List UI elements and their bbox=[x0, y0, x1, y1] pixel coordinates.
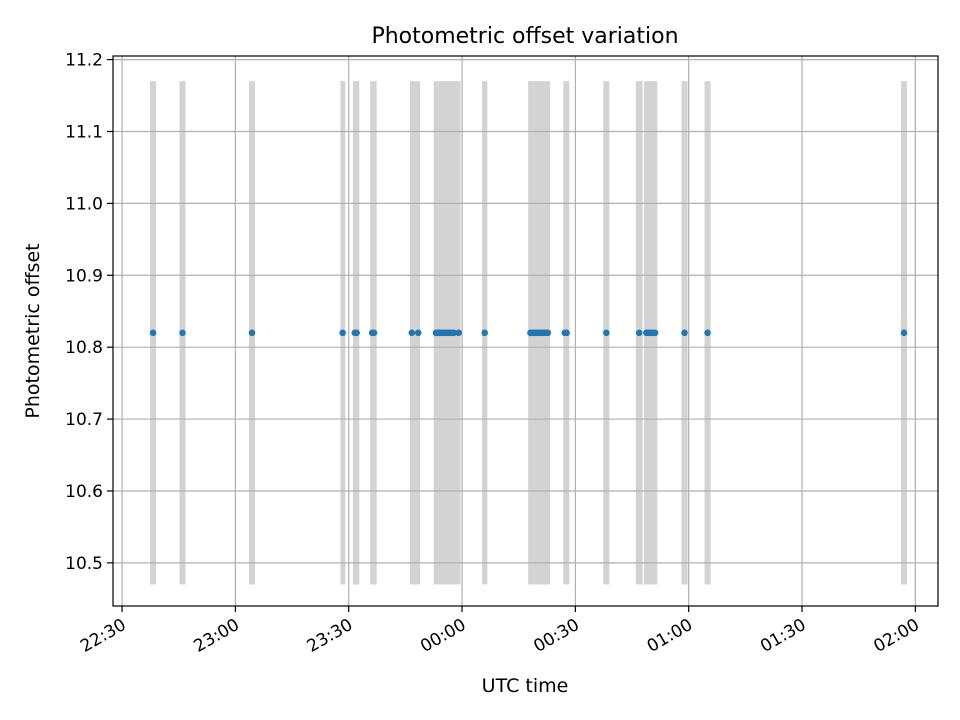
y-tick-label: 11.2 bbox=[65, 51, 103, 71]
y-ticks: 10.5 10.6 10.7 10.8 10.9 11.0 11.1 11.2 bbox=[65, 51, 113, 574]
grid-layer bbox=[113, 56, 938, 606]
data-point bbox=[179, 329, 186, 337]
y-tick-label: 10.6 bbox=[65, 482, 103, 502]
data-point bbox=[450, 329, 458, 337]
y-axis-label: Photometric offset bbox=[22, 243, 44, 418]
chart-title: Photometric offset variation bbox=[371, 24, 678, 49]
plot-frame bbox=[112, 55, 939, 607]
y-tick-label: 11.0 bbox=[65, 194, 103, 214]
y-tick-label: 10.5 bbox=[65, 554, 103, 574]
data-point bbox=[681, 329, 688, 337]
data-point bbox=[414, 329, 422, 337]
data-point bbox=[704, 329, 711, 337]
data-point bbox=[651, 329, 659, 337]
x-axis-label: UTC time bbox=[482, 675, 569, 697]
y-tick-label: 10.9 bbox=[65, 266, 103, 286]
data-point bbox=[339, 329, 346, 337]
data-point bbox=[353, 329, 360, 337]
points-layer bbox=[149, 329, 908, 337]
data-point bbox=[455, 329, 462, 337]
y-tick-label: 11.1 bbox=[65, 122, 103, 142]
data-point bbox=[248, 329, 256, 337]
y-tick-label: 10.7 bbox=[65, 410, 103, 430]
data-point bbox=[481, 329, 489, 337]
data-point bbox=[149, 329, 157, 337]
data-point bbox=[544, 329, 552, 337]
data-point bbox=[408, 329, 416, 337]
data-point bbox=[635, 329, 643, 337]
data-point bbox=[603, 329, 610, 337]
data-point bbox=[563, 329, 570, 337]
data-point bbox=[370, 329, 378, 337]
data-point bbox=[900, 329, 908, 337]
y-tick-label: 10.8 bbox=[65, 338, 103, 358]
